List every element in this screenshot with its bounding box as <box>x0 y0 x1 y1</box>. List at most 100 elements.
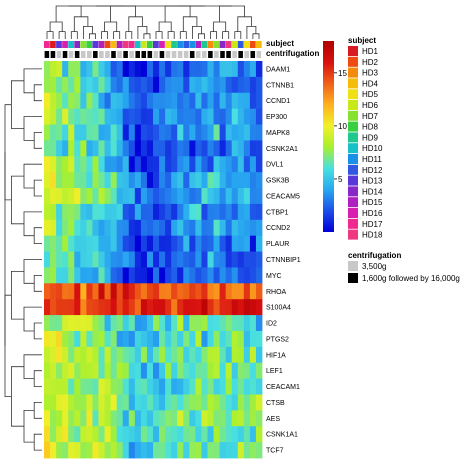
heatmap-cell <box>189 330 196 348</box>
heatmap-cell <box>134 299 142 316</box>
heatmap-cell <box>134 219 142 237</box>
heatmap-cell <box>165 426 172 443</box>
heatmap-cell <box>207 235 214 252</box>
heatmap-cell <box>243 219 251 237</box>
heatmap-cell <box>74 442 81 459</box>
heatmap-cell <box>177 92 184 110</box>
heatmap-cell <box>140 76 148 94</box>
heatmap-cell <box>225 378 233 395</box>
heatmap-cell <box>255 283 263 300</box>
subject-legend-label: HD12 <box>362 166 383 175</box>
heatmap-cell <box>146 267 154 284</box>
heatmap-cell <box>207 410 214 427</box>
heatmap-cell <box>98 426 105 443</box>
heatmap-cell <box>195 219 202 237</box>
heatmap-cell <box>171 76 178 94</box>
dendrogram-branch <box>33 179 42 197</box>
heatmap-cell <box>249 172 257 189</box>
heatmap-cell <box>56 92 63 110</box>
dendrogram-branch <box>155 31 163 39</box>
heatmap-cell <box>189 267 196 284</box>
heatmap-cell <box>225 267 233 284</box>
heatmap-cell <box>237 330 245 348</box>
dendrogram-branch <box>143 33 151 39</box>
heatmap-cell <box>171 108 178 125</box>
heatmap-cell <box>171 172 178 189</box>
heatmap-cell <box>68 299 75 316</box>
heatmap-cell <box>122 283 130 300</box>
heatmap-cell <box>231 124 239 141</box>
centrifugation-annotation-cell <box>220 51 225 58</box>
heatmap-cell <box>98 108 105 125</box>
heatmap-cell <box>56 219 63 237</box>
heatmap-cell <box>255 410 263 427</box>
centrifugation-annotation-cell <box>99 51 104 58</box>
heatmap-cell <box>110 299 118 316</box>
heatmap-cell <box>56 426 63 443</box>
heatmap-cell <box>177 426 184 443</box>
heatmap-cell <box>237 124 245 141</box>
heatmap-cell <box>86 219 93 237</box>
heatmap-cell <box>171 426 178 443</box>
heatmap-cell <box>122 92 130 110</box>
heatmap-cell <box>201 92 208 110</box>
centrifugation-annotation-cell <box>238 51 243 58</box>
heatmap-cell <box>50 283 57 300</box>
heatmap-cell <box>56 394 63 411</box>
heatmap-cell <box>122 188 130 205</box>
heatmap-cell <box>92 267 99 284</box>
heatmap-cell <box>231 188 239 205</box>
heatmap-cell <box>225 61 233 78</box>
heatmap-cell <box>243 61 251 78</box>
heatmap-cell <box>146 124 154 141</box>
heatmap-cell <box>189 378 196 395</box>
heatmap-cell <box>201 124 208 141</box>
heatmap-cell <box>255 426 263 443</box>
heatmap-cell <box>146 426 154 443</box>
heatmap-cell <box>116 410 124 427</box>
heatmap-cell <box>207 378 214 395</box>
heatmap-cell <box>122 410 130 427</box>
row-dendrogram <box>4 68 42 451</box>
heatmap-cell <box>56 156 63 173</box>
heatmap-cell <box>249 378 257 395</box>
heatmap-cell <box>177 267 184 284</box>
dendrogram-branch <box>234 31 242 39</box>
heatmap-cell <box>165 76 172 94</box>
heatmap-cell <box>213 283 221 300</box>
heatmap-cell <box>165 362 172 379</box>
heatmap-cell <box>80 378 87 395</box>
heatmap-cell <box>207 156 214 173</box>
heatmap-cell <box>207 61 214 78</box>
heatmap-cell <box>189 315 196 332</box>
heatmap-cell <box>225 219 233 237</box>
heatmap-cell <box>153 362 160 379</box>
heatmap-cell <box>255 315 263 332</box>
heatmap-cell <box>159 346 166 364</box>
heatmap-cell <box>189 188 196 205</box>
heatmap-cell <box>207 172 214 189</box>
heatmap-cell <box>62 378 69 395</box>
heatmap-cell <box>86 76 93 94</box>
heatmap-cell <box>68 140 75 157</box>
heatmap-cell <box>50 442 57 459</box>
dendrogram-branch <box>11 80 24 129</box>
dendrogram-branch <box>125 31 133 39</box>
gene-label: AES <box>266 416 280 423</box>
heatmap-cell <box>110 251 118 268</box>
heatmap-cell <box>249 267 257 284</box>
centrifugation-annotation-cell <box>117 51 122 58</box>
gene-label: CSNK1A1 <box>266 432 298 439</box>
heatmap-cell <box>255 156 263 173</box>
heatmap-cell <box>165 140 172 157</box>
heatmap-cell <box>104 330 112 348</box>
heatmap-cell <box>159 188 166 205</box>
centrifugation-annotation-cell <box>165 51 171 58</box>
heatmap-cell <box>68 235 75 252</box>
heatmap-cell <box>201 362 208 379</box>
heatmap-cell <box>213 267 221 284</box>
heatmap-cell <box>255 362 263 379</box>
heatmap-cell <box>86 92 93 110</box>
heatmap-cell <box>44 188 51 205</box>
heatmap-cell <box>56 251 63 268</box>
